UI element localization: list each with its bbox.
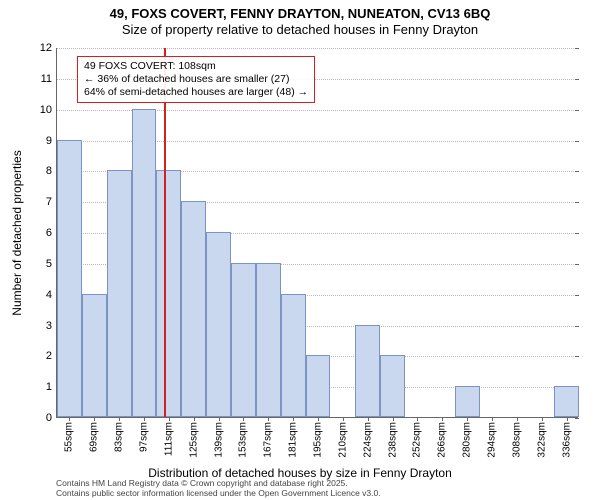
y-tick-label: 12 — [40, 42, 57, 54]
y-tick-mark — [575, 110, 579, 111]
x-tick-label: 83sqm — [114, 422, 125, 452]
y-tick-mark — [575, 48, 579, 49]
y-tick-label: 3 — [46, 320, 57, 332]
histogram-bar — [156, 170, 181, 417]
y-tick-mark — [575, 233, 579, 234]
histogram-bar — [181, 201, 206, 417]
x-tick-mark — [318, 417, 319, 421]
x-tick-mark — [567, 417, 568, 421]
x-tick-label: 55sqm — [64, 422, 75, 452]
y-tick-mark — [575, 418, 579, 419]
x-tick-label: 195sqm — [313, 422, 324, 458]
x-tick-label: 294sqm — [487, 422, 498, 458]
y-tick-label: 11 — [41, 73, 57, 85]
chart-title-block: 49, FOXS COVERT, FENNY DRAYTON, NUNEATON… — [0, 0, 600, 39]
x-tick-mark — [243, 417, 244, 421]
chart-footer: Contains HM Land Registry data © Crown c… — [56, 479, 381, 498]
chart-title-address: 49, FOXS COVERT, FENNY DRAYTON, NUNEATON… — [0, 6, 600, 22]
y-tick-mark — [575, 171, 579, 172]
y-tick-mark — [575, 141, 579, 142]
y-tick-label: 1 — [46, 381, 57, 393]
histogram-bar — [380, 355, 405, 417]
x-tick-mark — [144, 417, 145, 421]
footer-line-2: Contains public sector information licen… — [56, 489, 381, 498]
histogram-bar — [231, 263, 256, 417]
gridline-h — [57, 48, 578, 49]
x-tick-mark — [492, 417, 493, 421]
x-tick-label: 266sqm — [437, 422, 448, 458]
y-tick-label: 7 — [46, 196, 57, 208]
x-tick-mark — [393, 417, 394, 421]
annotation-line: 64% of semi-detached houses are larger (… — [84, 86, 308, 99]
histogram-bar — [132, 109, 157, 417]
annotation-line: ← 36% of detached houses are smaller (27… — [84, 73, 308, 86]
x-tick-mark — [69, 417, 70, 421]
histogram-bar — [281, 294, 306, 417]
x-tick-label: 210sqm — [337, 422, 348, 458]
x-tick-label: 252sqm — [412, 422, 423, 458]
y-tick-label: 2 — [46, 350, 57, 362]
x-tick-mark — [94, 417, 95, 421]
x-tick-label: 97sqm — [139, 422, 150, 452]
y-tick-mark — [575, 326, 579, 327]
x-tick-mark — [442, 417, 443, 421]
y-tick-mark — [575, 356, 579, 357]
x-tick-mark — [467, 417, 468, 421]
x-tick-mark — [219, 417, 220, 421]
y-tick-label: 6 — [46, 227, 57, 239]
histogram-bar — [355, 325, 380, 418]
y-tick-mark — [575, 295, 579, 296]
annotation-line: 49 FOXS COVERT: 108sqm — [84, 60, 308, 73]
x-tick-label: 153sqm — [238, 422, 249, 458]
histogram-bar — [554, 386, 579, 417]
annotation-box: 49 FOXS COVERT: 108sqm← 36% of detached … — [77, 56, 315, 103]
x-tick-mark — [417, 417, 418, 421]
histogram-bar — [256, 263, 281, 417]
x-tick-mark — [268, 417, 269, 421]
x-tick-label: 280sqm — [462, 422, 473, 458]
histogram-bar — [306, 355, 331, 417]
x-tick-mark — [194, 417, 195, 421]
x-tick-mark — [343, 417, 344, 421]
x-tick-mark — [542, 417, 543, 421]
x-tick-label: 111sqm — [163, 422, 174, 456]
y-tick-mark — [575, 202, 579, 203]
histogram-bar — [206, 232, 231, 417]
y-tick-label: 0 — [46, 412, 57, 424]
y-tick-label: 8 — [46, 165, 57, 177]
x-tick-mark — [293, 417, 294, 421]
property-size-chart: 49, FOXS COVERT, FENNY DRAYTON, NUNEATON… — [0, 0, 600, 500]
y-tick-label: 9 — [46, 135, 57, 147]
y-tick-mark — [575, 79, 579, 80]
x-tick-label: 238sqm — [387, 422, 398, 458]
y-tick-mark — [575, 264, 579, 265]
x-tick-label: 125sqm — [188, 422, 199, 458]
histogram-bar — [455, 386, 480, 417]
x-tick-label: 308sqm — [511, 422, 522, 458]
x-tick-mark — [119, 417, 120, 421]
y-tick-label: 10 — [40, 104, 57, 116]
y-tick-label: 4 — [46, 289, 57, 301]
chart-title-subtitle: Size of property relative to detached ho… — [0, 22, 600, 38]
x-tick-mark — [517, 417, 518, 421]
histogram-bar — [107, 170, 132, 417]
histogram-bar — [82, 294, 107, 417]
x-tick-mark — [169, 417, 170, 421]
x-tick-label: 69sqm — [89, 422, 100, 452]
y-tick-label: 5 — [46, 258, 57, 270]
x-tick-label: 181sqm — [288, 422, 299, 458]
x-tick-label: 322sqm — [536, 422, 547, 458]
x-tick-label: 139sqm — [213, 422, 224, 458]
x-tick-mark — [368, 417, 369, 421]
histogram-bar — [57, 140, 82, 418]
x-tick-label: 167sqm — [263, 422, 274, 458]
x-tick-label: 224sqm — [362, 422, 373, 458]
x-tick-label: 336sqm — [561, 422, 572, 458]
plot-area: 49 FOXS COVERT: 108sqm← 36% of detached … — [56, 48, 578, 418]
